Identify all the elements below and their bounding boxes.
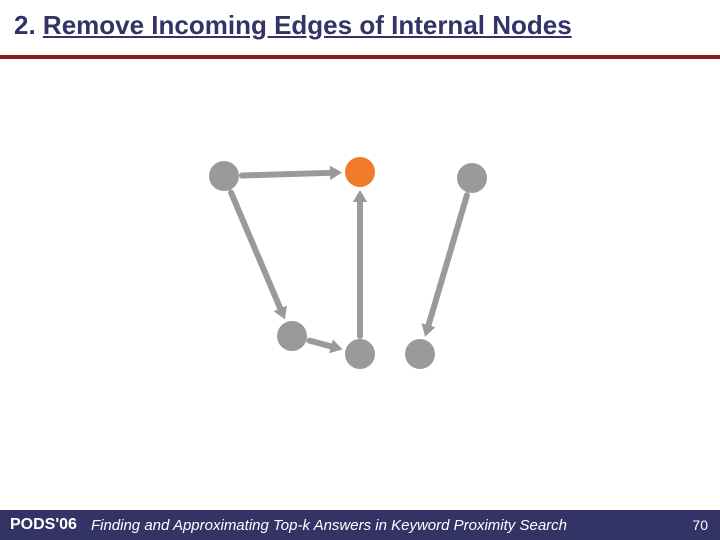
graph-node bbox=[405, 339, 435, 369]
edge bbox=[231, 193, 281, 311]
edge bbox=[242, 173, 332, 176]
graph-diagram bbox=[188, 150, 507, 389]
title-rule bbox=[0, 55, 720, 59]
graph-node bbox=[457, 163, 487, 193]
title-main: Remove Incoming Edges of Internal Nodes bbox=[43, 10, 572, 40]
footer-venue: PODS'06 bbox=[10, 516, 77, 534]
arrowhead-icon bbox=[329, 339, 342, 353]
edge bbox=[428, 195, 467, 327]
title-prefix: 2. bbox=[14, 10, 36, 40]
graph-svg bbox=[188, 150, 507, 389]
footer-subtitle: Finding and Approximating Top-k Answers … bbox=[91, 517, 567, 534]
edge bbox=[309, 341, 333, 347]
footer-page-number: 70 bbox=[692, 517, 708, 533]
graph-node bbox=[209, 161, 239, 191]
arrowhead-icon bbox=[330, 166, 342, 180]
graph-node bbox=[345, 157, 375, 187]
slide: 2. Remove Incoming Edges of Internal Nod… bbox=[0, 0, 720, 540]
arrowhead-icon bbox=[353, 190, 367, 202]
graph-node bbox=[345, 339, 375, 369]
footer-bar: PODS'06 Finding and Approximating Top-k … bbox=[0, 510, 720, 540]
slide-title: 2. Remove Incoming Edges of Internal Nod… bbox=[14, 10, 572, 41]
graph-node bbox=[277, 321, 307, 351]
